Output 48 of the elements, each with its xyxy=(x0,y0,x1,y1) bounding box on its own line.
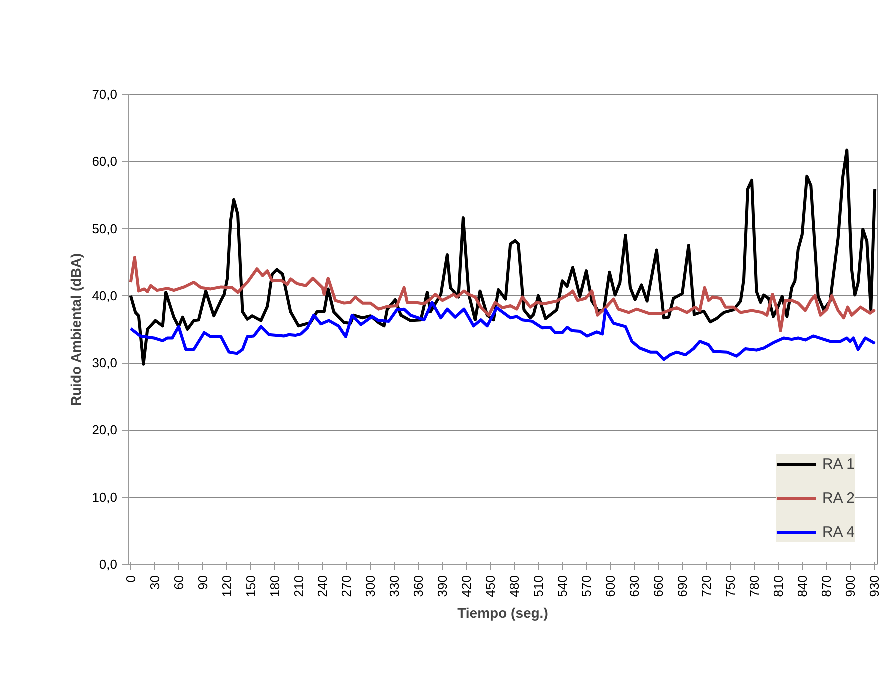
legend-label: RA 1 xyxy=(822,456,855,472)
x-tick-label: 930 xyxy=(866,575,882,598)
x-tick-label: 690 xyxy=(674,575,690,598)
x-tick-label: 360 xyxy=(411,575,426,598)
legend-label: RA 4 xyxy=(822,524,855,540)
line-series xyxy=(129,301,877,362)
x-tick-label: 570 xyxy=(579,575,594,598)
x-tick-label: 0 xyxy=(123,575,138,583)
x-tick-label: 840 xyxy=(794,575,810,598)
x-tick-label: 90 xyxy=(195,575,210,590)
x-tick-label: 660 xyxy=(650,575,666,598)
x-tick-label: 330 xyxy=(387,575,402,598)
y-axis-title: Ruido Ambiental (dBA) xyxy=(68,253,84,406)
x-tick-label: 720 xyxy=(698,575,714,598)
x-tick-label: 300 xyxy=(363,575,378,598)
legend-label: RA 2 xyxy=(822,490,855,506)
x-tick-label: 210 xyxy=(291,575,306,598)
x-tick-label: 270 xyxy=(339,575,354,598)
y-tick-label: 40,0 xyxy=(92,288,118,304)
line-series xyxy=(129,148,877,366)
x-tick-label: 240 xyxy=(315,575,330,598)
x-tick-label: 180 xyxy=(267,575,282,598)
y-tick-label: 20,0 xyxy=(92,422,118,438)
x-tick-label: 780 xyxy=(746,575,762,598)
x-axis-title: Tiempo (seg.) xyxy=(458,605,548,622)
x-tick-label: 420 xyxy=(459,575,474,598)
x-tick-label: 630 xyxy=(626,575,642,598)
x-tick-label: 480 xyxy=(507,575,522,598)
x-tick-label: 750 xyxy=(722,575,738,598)
y-tick-label: 0,0 xyxy=(99,557,118,572)
x-tick-label: 870 xyxy=(818,575,834,598)
x-tick-label: 390 xyxy=(435,575,450,598)
x-tick-label: 120 xyxy=(219,575,234,598)
x-tick-label: 600 xyxy=(603,575,618,598)
x-tick-label: 510 xyxy=(531,575,546,598)
x-tick-label: 540 xyxy=(555,575,570,598)
x-tick-label: 60 xyxy=(171,575,186,590)
y-tick-label: 70,0 xyxy=(92,87,118,102)
x-tick-label: 150 xyxy=(243,575,258,598)
y-tick-label: 10,0 xyxy=(92,490,118,505)
x-tick-label: 450 xyxy=(483,575,498,598)
y-tick-label: 60,0 xyxy=(92,154,118,170)
line-series xyxy=(129,256,877,332)
x-tick-label: 30 xyxy=(147,575,162,590)
x-tick-label: 900 xyxy=(842,575,858,598)
y-tick-label: 30,0 xyxy=(92,356,118,371)
y-tick-label: 50,0 xyxy=(92,221,118,236)
x-tick-label: 810 xyxy=(770,575,786,598)
